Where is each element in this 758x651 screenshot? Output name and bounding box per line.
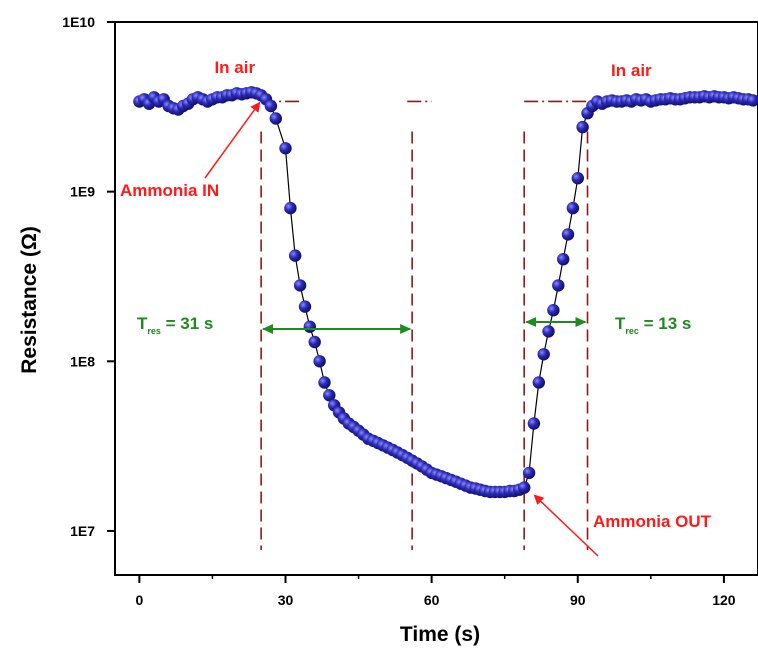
data-point — [279, 142, 292, 155]
data-point — [547, 304, 560, 317]
data-point — [303, 320, 316, 333]
x-ticks: 0 30 60 90 120 — [135, 575, 736, 608]
x-tick-label: 0 — [135, 592, 143, 608]
in-air-right-label: In air — [611, 61, 652, 80]
x-tick-label: 120 — [712, 592, 736, 608]
y-tick-label: 1E7 — [70, 523, 95, 539]
data-points — [133, 86, 758, 499]
plot-frame — [114, 21, 758, 576]
data-point — [284, 201, 297, 215]
data-point — [557, 253, 570, 266]
x-tick-label: 30 — [278, 592, 294, 608]
data-point — [527, 417, 541, 430]
ammonia-out-arrow — [533, 494, 599, 557]
fit-line-group — [139, 91, 758, 493]
t-rec-label: Trec = 13 s — [615, 314, 691, 336]
data-point — [566, 201, 580, 215]
fit-line — [139, 91, 758, 493]
data-point — [571, 172, 584, 185]
data-point — [323, 389, 336, 402]
data-point — [542, 325, 555, 338]
ammonia-out-label: Ammonia OUT — [593, 512, 712, 531]
data-point — [576, 120, 589, 134]
in-air-left-label: In air — [214, 58, 255, 77]
data-point — [289, 249, 302, 262]
data-point — [293, 279, 307, 292]
y-tick-label: 1E8 — [70, 353, 95, 369]
data-point — [537, 348, 550, 361]
t-res-label: Tres = 31 s — [137, 314, 213, 336]
y-tick-label: 1E9 — [70, 184, 95, 200]
data-point — [522, 466, 536, 480]
data-point — [746, 94, 758, 107]
x-axis-title: Time (s) — [400, 623, 480, 646]
data-point — [264, 99, 278, 113]
data-point — [269, 112, 282, 125]
y-tick-label: 1E10 — [62, 14, 95, 30]
data-point — [298, 300, 312, 313]
data-point — [561, 228, 575, 241]
data-point — [308, 335, 321, 349]
x-tick-label: 60 — [424, 592, 440, 608]
annotations: In air In air Ammonia IN Ammonia OUT Tres = … — [120, 58, 712, 557]
data-point — [313, 355, 326, 368]
data-point — [532, 376, 545, 389]
data-point — [518, 481, 531, 494]
x-tick-label: 90 — [570, 592, 586, 608]
y-axis-title: Resistance (Ω) — [18, 226, 41, 374]
data-point — [552, 279, 565, 292]
y-ticks: 1E7 1E8 1E9 1E10 — [62, 14, 115, 539]
ammonia-in-arrow — [204, 101, 261, 179]
data-point — [318, 376, 331, 389]
ammonia-in-label: Ammonia IN — [120, 181, 219, 200]
reference-lines — [260, 131, 589, 550]
